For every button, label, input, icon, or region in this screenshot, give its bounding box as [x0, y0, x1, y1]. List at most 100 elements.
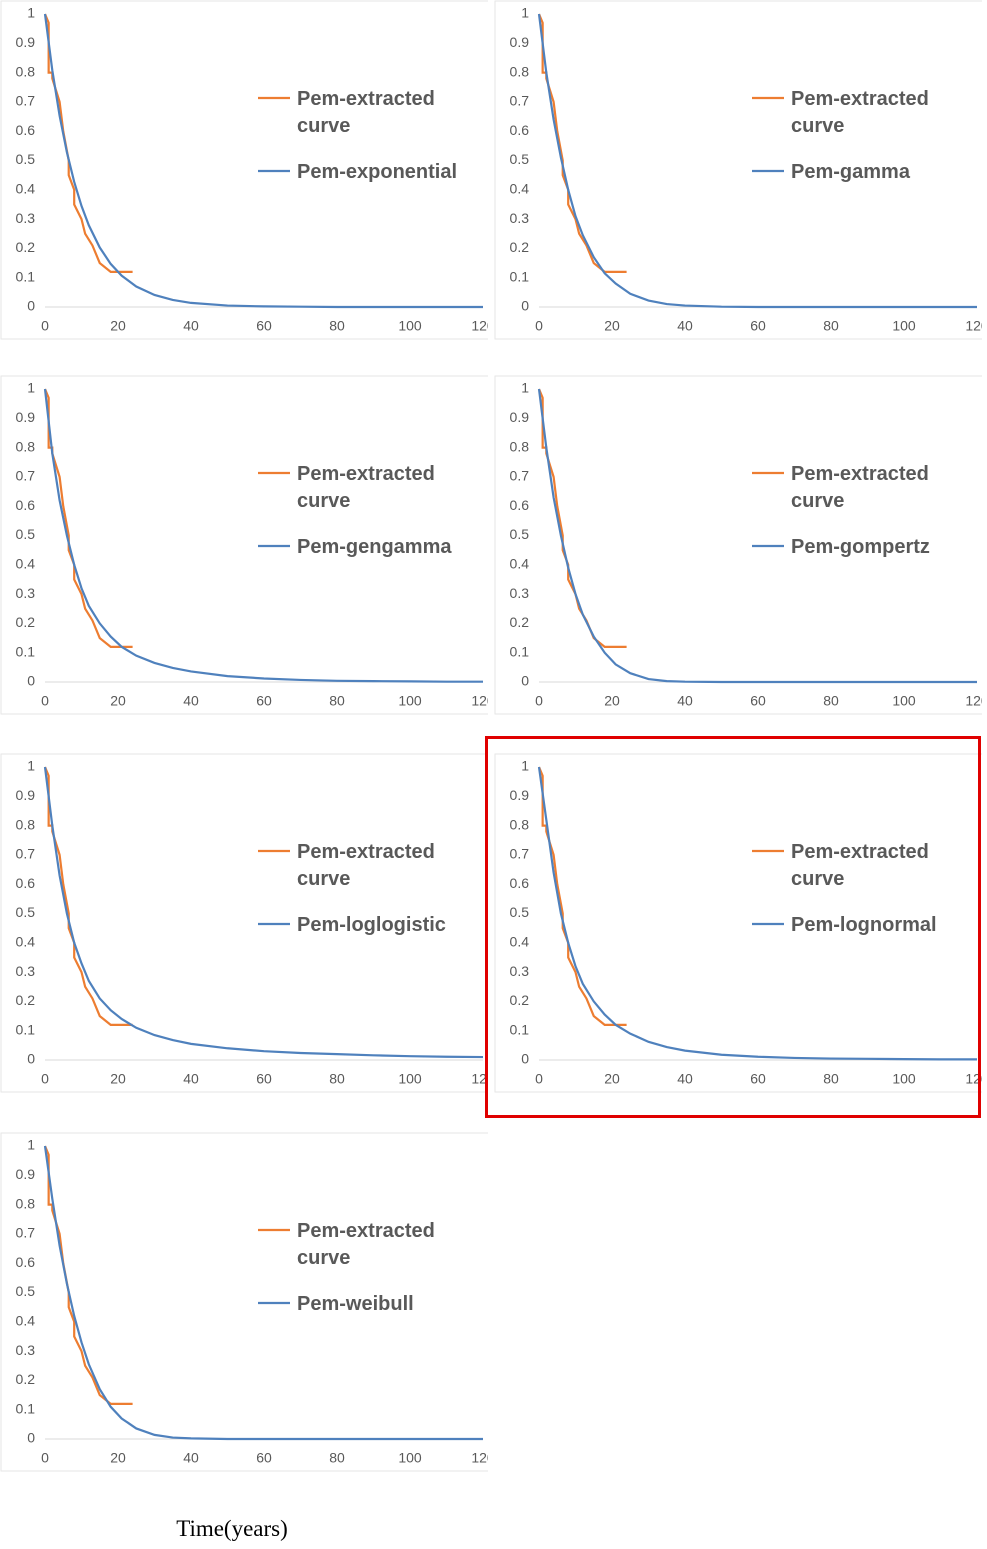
- x-tick-label: 0: [41, 1071, 49, 1087]
- x-tick-label: 0: [535, 1071, 543, 1087]
- chart-panel: 0 0.1 0.2 0.3 0.4 0.5 0.6 0.7 0.8 0.9 1 0 20 40 60 80 10…: [0, 1132, 488, 1472]
- x-tick-label: 20: [604, 693, 620, 709]
- chart-panel: 0 0.1 0.2 0.3 0.4 0.5 0.6 0.7 0.8 0.9 1 0 20 40 60 80 10…: [494, 375, 982, 715]
- y-tick-label: 0.7: [510, 846, 530, 862]
- x-tick-label: 100: [892, 1071, 916, 1087]
- y-tick-label: 0.8: [16, 63, 36, 79]
- y-tick-label: 0.3: [16, 585, 36, 601]
- y-tick-label: 0.4: [510, 181, 530, 197]
- y-tick-label: 0: [27, 1430, 35, 1446]
- series-line: [43, 388, 483, 683]
- x-tick-label: 80: [823, 1071, 839, 1087]
- y-tick-label: 0: [27, 298, 35, 314]
- y-tick-label: 0.5: [510, 526, 530, 542]
- plot-frame: [0, 375, 488, 715]
- x-tick-label: 40: [677, 1071, 693, 1087]
- y-tick-label: 0.7: [16, 846, 36, 862]
- chart: 0 0.1 0.2 0.3 0.4 0.5 0.6 0.7 0.8 0.9 1 0 20 40 60 80 10…: [494, 0, 982, 340]
- legend-label: Pem-extracted curve: [297, 841, 435, 890]
- y-tick-label: 0: [521, 673, 529, 689]
- x-tick-label: 100: [398, 693, 422, 709]
- series-line: [537, 13, 627, 273]
- y-tick-label: 0.2: [510, 614, 530, 630]
- y-tick-label: 0.7: [16, 468, 36, 484]
- y-tick-label: 0.6: [510, 122, 530, 138]
- x-tick-label: 120: [965, 693, 982, 709]
- chart: 0 0.1 0.2 0.3 0.4 0.5 0.6 0.7 0.8 0.9 1 0 20 40 60 80 10…: [494, 375, 982, 715]
- y-tick-label: 0.7: [510, 468, 530, 484]
- y-tick-label: 1: [521, 380, 529, 396]
- x-tick-label: 40: [183, 318, 199, 334]
- series-line: [43, 766, 133, 1026]
- series-line: [43, 766, 484, 1059]
- highlight-box: [485, 736, 981, 1118]
- y-tick-label: 1: [521, 758, 529, 774]
- x-tick-label: 0: [41, 318, 49, 334]
- series-line: [537, 766, 627, 1026]
- chart: 0 0.1 0.2 0.3 0.4 0.5 0.6 0.7 0.8 0.9 1 0 20 40 60 80 10…: [0, 1132, 488, 1472]
- y-tick-label: 0.8: [510, 816, 530, 832]
- series-line: [43, 1145, 133, 1405]
- legend-label: Pem-lognormal: [791, 914, 937, 936]
- y-tick-label: 0.5: [510, 151, 530, 167]
- x-tick-label: 20: [604, 318, 620, 334]
- x-tick-label: 60: [750, 693, 766, 709]
- x-tick-label: 20: [110, 1450, 126, 1466]
- x-tick-label: 100: [892, 693, 916, 709]
- y-tick-label: 0.6: [510, 875, 530, 891]
- x-tick-label: 40: [183, 693, 199, 709]
- y-tick-label: 0.1: [16, 1400, 36, 1416]
- y-tick-label: 0.2: [510, 239, 530, 255]
- legend-label: Pem-gompertz: [791, 536, 930, 558]
- chart-panel: 0 0.1 0.2 0.3 0.4 0.5 0.6 0.7 0.8 0.9 1 0 20 40 60 80 10…: [494, 0, 982, 340]
- y-tick-label: 0.7: [510, 93, 530, 109]
- chart-panel: 0 0.1 0.2 0.3 0.4 0.5 0.6 0.7 0.8 0.9 1 0 20 40 60 80 10…: [0, 375, 488, 715]
- legend-label: Pem-extracted curve: [791, 463, 929, 512]
- y-tick-label: 0: [521, 298, 529, 314]
- y-tick-label: 1: [27, 380, 35, 396]
- x-tick-label: 80: [329, 1450, 345, 1466]
- x-tick-label: 120: [471, 1450, 488, 1466]
- x-tick-label: 120: [471, 318, 488, 334]
- y-tick-label: 0.8: [16, 1195, 36, 1211]
- series-line: [537, 388, 977, 684]
- y-tick-label: 0.6: [16, 497, 36, 513]
- legend-label: Pem-extracted curve: [791, 88, 929, 137]
- plot-frame: [0, 753, 488, 1093]
- y-tick-label: 0.7: [16, 93, 36, 109]
- y-tick-label: 0.7: [16, 1225, 36, 1241]
- y-tick-label: 0.5: [16, 904, 36, 920]
- chart-panel: 0 0.1 0.2 0.3 0.4 0.5 0.6 0.7 0.8 0.9 1 0 20 40 60 80 10…: [494, 753, 982, 1093]
- chart: 0 0.1 0.2 0.3 0.4 0.5 0.6 0.7 0.8 0.9 1 0 20 40 60 80 10…: [0, 753, 488, 1093]
- x-tick-label: 0: [535, 318, 543, 334]
- y-tick-label: 0.6: [510, 497, 530, 513]
- y-tick-label: 0.4: [16, 181, 36, 197]
- y-tick-label: 0: [27, 673, 35, 689]
- x-tick-label: 20: [110, 693, 126, 709]
- x-tick-label: 80: [823, 318, 839, 334]
- y-tick-label: 1: [521, 5, 529, 21]
- y-tick-label: 0.1: [16, 1021, 36, 1037]
- x-tick-label: 80: [329, 693, 345, 709]
- y-tick-label: 0.9: [16, 409, 36, 425]
- legend-label: Pem-exponential: [297, 161, 458, 183]
- y-tick-label: 0.1: [510, 268, 530, 284]
- y-tick-label: 0.3: [510, 963, 530, 979]
- legend-label: Pem-loglogistic: [297, 914, 446, 936]
- y-tick-label: 0.4: [16, 1313, 36, 1329]
- y-tick-label: 0.8: [510, 438, 530, 454]
- y-tick-label: 0.4: [16, 934, 36, 950]
- y-tick-label: 0.3: [510, 585, 530, 601]
- y-tick-label: 0: [27, 1051, 35, 1067]
- x-tick-label: 120: [965, 1071, 982, 1087]
- plot-frame: [0, 1132, 488, 1472]
- y-tick-label: 0.9: [510, 787, 530, 803]
- legend-label: Pem-weibull: [297, 1293, 414, 1315]
- x-tick-label: 60: [256, 318, 272, 334]
- x-axis-label: Time(years): [176, 1516, 288, 1541]
- x-tick-label: 20: [110, 1071, 126, 1087]
- y-tick-label: 0.3: [16, 210, 36, 226]
- x-tick-label: 100: [398, 1450, 422, 1466]
- legend-label: Pem-extracted curve: [297, 1220, 435, 1269]
